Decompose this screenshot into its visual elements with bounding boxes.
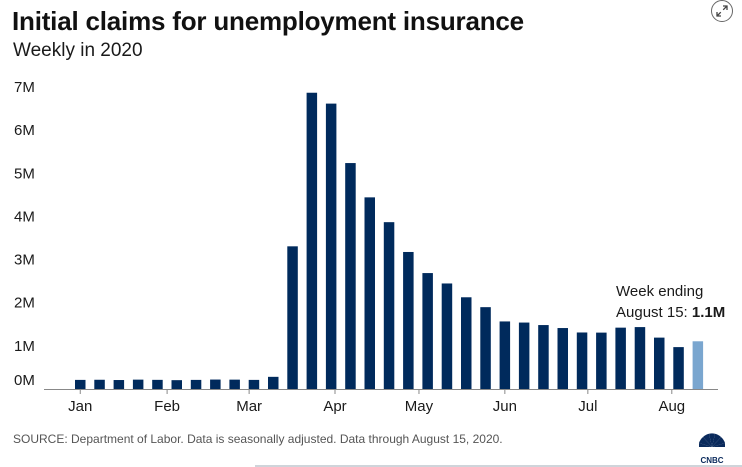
bar [345, 163, 356, 389]
bar [248, 379, 260, 389]
x-tick-label: Jun [493, 398, 517, 415]
annotation: Week ending August 15: 1.1M [616, 283, 725, 321]
bar [576, 332, 588, 389]
bar [94, 379, 105, 389]
chart-subtitle: Weekly in 2020 [13, 40, 143, 61]
chart-title: Initial claims for unemployment insuranc… [12, 6, 524, 36]
y-axis: 0M 1M 2M 3M 4M 5M 6M 7M [14, 79, 35, 389]
bar [673, 347, 684, 389]
y-tick-label: 3M [14, 252, 35, 269]
x-tick-label: May [405, 398, 434, 415]
x-tick-label: Jan [68, 398, 92, 415]
bar [171, 380, 182, 389]
bar [152, 379, 163, 389]
y-tick-label: 7M [14, 79, 35, 96]
x-tick-label: Aug [658, 398, 685, 415]
bars [75, 92, 704, 390]
y-tick-label: 2M [14, 295, 35, 312]
bar-chart: 0M 1M 2M 3M 4M 5M 6M 7M Jan Feb Mar Apr May Jun Jul Au… [14, 79, 725, 415]
bar [692, 341, 704, 389]
annotation-line-2: August 15: 1.1M [616, 304, 725, 321]
annotation-value: 1.1M [692, 304, 725, 321]
bar [634, 327, 646, 389]
bar [190, 379, 202, 389]
bottom-rule [255, 465, 742, 467]
y-tick-label: 4M [14, 208, 35, 225]
bar [615, 327, 626, 389]
annotation-date: August 15: [616, 304, 692, 321]
bar [654, 337, 665, 389]
y-tick-label: 0M [14, 372, 35, 389]
x-tick-label: Jul [578, 398, 597, 415]
bar [461, 297, 472, 389]
bar [210, 379, 221, 389]
bar [75, 379, 86, 389]
y-tick-label: 1M [14, 338, 35, 355]
bar [268, 376, 279, 389]
bar [325, 103, 337, 390]
y-tick-label: 5M [14, 165, 35, 182]
bar [132, 379, 144, 389]
bar [422, 273, 433, 389]
bar [596, 332, 607, 389]
peacock-logo: CNBC [699, 433, 725, 465]
bar [538, 325, 549, 389]
x-axis: Jan Feb Mar Apr May Jun Jul Aug [68, 389, 685, 415]
bar [383, 222, 395, 389]
x-tick-label: Feb [154, 398, 180, 415]
source-note: SOURCE: Department of Labor. Data is sea… [13, 432, 503, 446]
x-tick-label: Mar [236, 398, 262, 415]
bar [441, 283, 453, 389]
x-tick-label: Apr [323, 398, 346, 415]
bar [306, 92, 318, 389]
expand-arrows-icon [716, 5, 728, 17]
expand-button[interactable] [711, 0, 733, 22]
bar [287, 246, 298, 389]
bar [229, 379, 240, 389]
bar [518, 322, 530, 389]
bar [557, 328, 568, 389]
bar [113, 380, 125, 389]
annotation-line-1: Week ending [616, 283, 703, 300]
y-tick-label: 6M [14, 122, 35, 139]
bar [499, 321, 511, 389]
logo-text: CNBC [700, 456, 723, 465]
bar [403, 251, 414, 389]
bar [364, 197, 375, 389]
bar [480, 307, 491, 389]
